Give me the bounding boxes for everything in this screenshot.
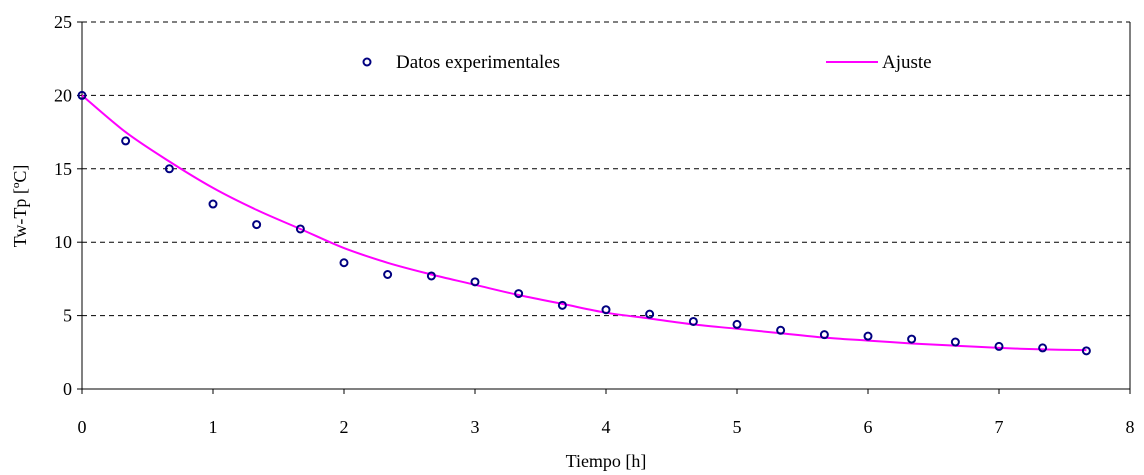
y-axis-ticks: 0 5 10 15 20 25: [54, 12, 82, 399]
y-tick-label: 25: [54, 12, 72, 32]
data-point: [339, 258, 349, 268]
y-tick-label: 20: [54, 85, 72, 105]
legend-label-fit: Ajuste: [882, 52, 932, 73]
x-axis-title: Tiempo [h]: [566, 451, 647, 471]
data-point: [77, 90, 87, 100]
x-tick-label: 5: [733, 417, 742, 437]
x-tick-label: 8: [1126, 417, 1135, 437]
plot-area: [82, 22, 1130, 389]
data-point: [863, 331, 873, 341]
y-tick-label: 15: [54, 159, 72, 179]
data-point: [1081, 346, 1091, 356]
x-tick-label: 4: [602, 417, 611, 437]
data-point: [819, 330, 829, 340]
legend-marker-experimental: [362, 57, 372, 67]
data-point: [252, 220, 262, 230]
data-point: [688, 316, 698, 326]
data-point: [601, 305, 611, 315]
x-axis-ticks: 0 1 2 3 4 5 6 7 8: [78, 389, 1135, 437]
x-tick-label: 3: [471, 417, 480, 437]
data-point: [1038, 343, 1048, 353]
y-tick-label: 5: [63, 306, 72, 326]
y-tick-label: 0: [63, 379, 72, 399]
legend: Datos experimentales Ajuste: [362, 52, 932, 73]
data-point: [557, 300, 567, 310]
x-tick-label: 1: [209, 417, 218, 437]
grid-lines: [82, 21, 1130, 317]
data-point: [732, 319, 742, 329]
legend-label-experimental: Datos experimentales: [396, 52, 560, 73]
x-tick-label: 6: [864, 417, 873, 437]
x-tick-label: 2: [340, 417, 349, 437]
fit-line-series: [81, 94, 1087, 352]
data-point: [164, 164, 174, 174]
data-point: [295, 224, 305, 234]
experimental-points-series: [77, 90, 1091, 356]
y-tick-label: 10: [54, 232, 72, 252]
data-point: [776, 325, 786, 335]
data-point: [470, 277, 480, 287]
x-tick-label: 7: [995, 417, 1004, 437]
data-point: [426, 271, 436, 281]
data-point: [121, 136, 131, 146]
y-axis-title: Tw-Tp [ºC]: [10, 165, 30, 248]
fit-line: [81, 94, 1087, 352]
data-point: [950, 337, 960, 347]
data-point: [994, 341, 1004, 351]
data-point: [907, 334, 917, 344]
data-point: [645, 309, 655, 319]
x-tick-label: 0: [78, 417, 87, 437]
data-point: [208, 199, 218, 209]
data-point: [383, 269, 393, 279]
data-point: [514, 289, 524, 299]
